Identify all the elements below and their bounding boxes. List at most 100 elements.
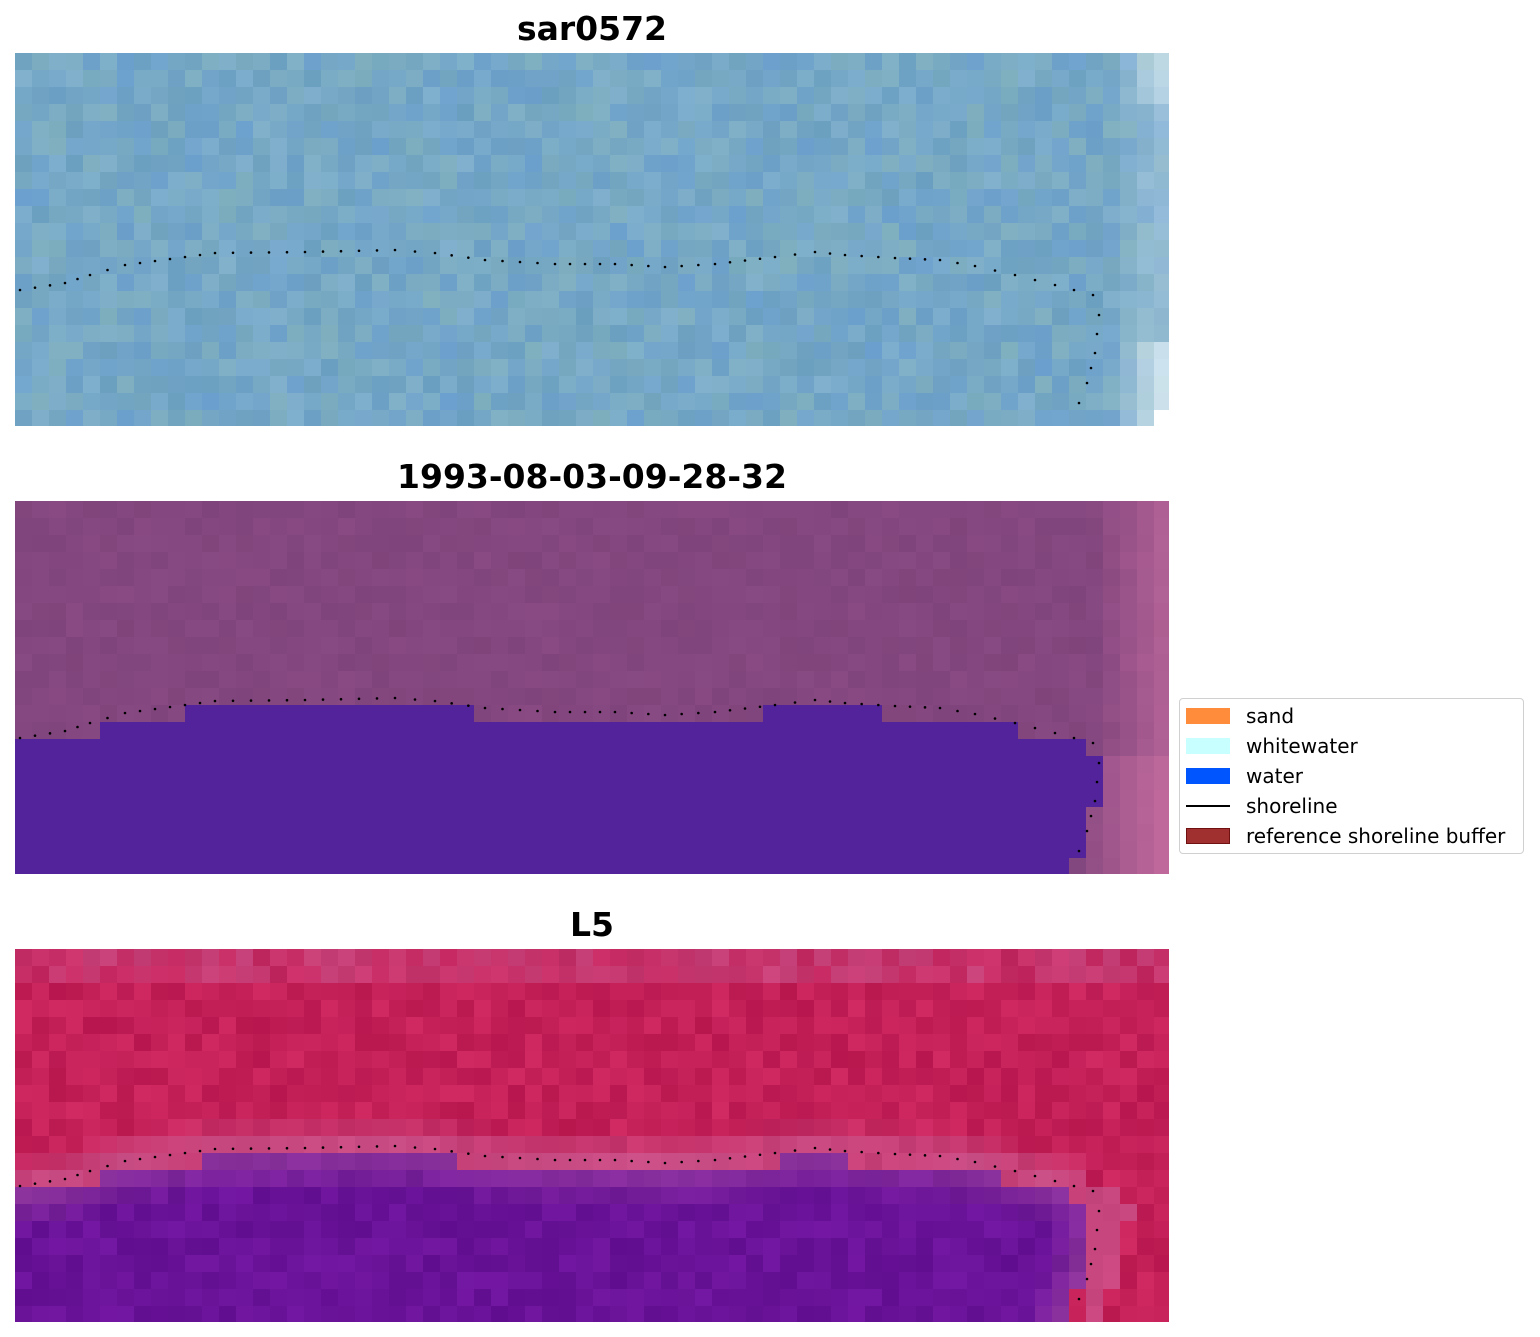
shoreline-point <box>213 251 217 255</box>
shoreline-swatch <box>1186 805 1230 807</box>
shoreline-point <box>48 732 52 735</box>
shoreline-point <box>728 1156 732 1160</box>
shoreline-point <box>1085 381 1089 385</box>
shoreline-point <box>138 709 142 713</box>
legend-item-sand: sand <box>1186 701 1294 731</box>
shoreline-point <box>1053 1179 1057 1183</box>
shoreline-point <box>758 257 762 261</box>
shoreline-point <box>375 249 379 252</box>
shoreline-dots <box>18 696 1101 853</box>
whitewater-swatch <box>1186 738 1230 754</box>
shoreline-point <box>1085 829 1089 833</box>
shoreline-point <box>828 1148 832 1151</box>
shoreline-point <box>1089 1262 1093 1266</box>
shoreline-point <box>536 261 539 265</box>
shoreline-point <box>33 1182 37 1185</box>
panel-title-3: L5 <box>570 905 614 944</box>
shoreline-point <box>153 1155 157 1159</box>
shoreline-point <box>680 712 683 716</box>
shoreline-point <box>1093 799 1097 803</box>
shoreline-point <box>743 707 747 710</box>
shoreline-point <box>518 708 522 712</box>
legend-label-sand: sand <box>1246 704 1295 728</box>
shoreline-point <box>860 254 863 258</box>
sar-image <box>15 53 1169 426</box>
shoreline-point <box>843 1149 847 1153</box>
shoreline-point <box>973 264 977 268</box>
shoreline-point <box>956 1157 959 1161</box>
shoreline-point <box>433 699 437 703</box>
shoreline-point <box>339 1145 343 1149</box>
shoreline-point <box>680 1160 683 1164</box>
shoreline-point <box>598 710 602 714</box>
shoreline-point <box>123 711 127 715</box>
shoreline-point <box>357 697 361 701</box>
shoreline-point <box>213 1147 217 1151</box>
shoreline-point <box>1091 741 1095 745</box>
shoreline-point <box>393 248 397 252</box>
shoreline-point <box>501 1155 504 1159</box>
shoreline-point <box>303 698 307 702</box>
shoreline-dots <box>18 1144 1101 1301</box>
shoreline-point <box>793 1149 797 1152</box>
shoreline-point <box>339 697 343 701</box>
shoreline-point <box>908 257 912 260</box>
shoreline-point <box>231 251 235 255</box>
shoreline-point <box>450 702 453 705</box>
shoreline-point <box>1077 849 1081 853</box>
shoreline-point <box>198 253 202 257</box>
shoreline-point <box>860 702 863 706</box>
shoreline-point <box>680 264 683 268</box>
shoreline-point <box>1089 366 1093 370</box>
shoreline-point <box>773 255 777 259</box>
sar-image-panel <box>15 53 1169 426</box>
shoreline-point <box>518 1156 522 1160</box>
shoreline-point <box>88 1169 92 1173</box>
shoreline-point <box>518 260 522 264</box>
shoreline-point <box>249 1147 253 1150</box>
shoreline-point <box>1093 351 1097 355</box>
shoreline-point <box>553 1158 557 1162</box>
shoreline-point <box>993 1165 997 1168</box>
shoreline-point <box>88 721 92 725</box>
shoreline-point <box>630 711 633 715</box>
shoreline-point <box>583 1158 587 1162</box>
shoreline-point <box>183 1151 187 1155</box>
shoreline-point <box>877 703 880 707</box>
shoreline-point <box>1072 736 1076 740</box>
shoreline-point <box>553 710 557 714</box>
shoreline-point <box>48 1180 52 1183</box>
shoreline-point <box>76 725 79 729</box>
shoreline-point <box>501 707 504 711</box>
shoreline-point <box>793 253 797 256</box>
shoreline-point <box>536 709 539 713</box>
shoreline-point <box>168 705 172 709</box>
shoreline-point <box>908 705 912 708</box>
shoreline-point <box>483 258 487 262</box>
legend: sand whitewater water shoreline referenc… <box>1179 698 1524 854</box>
shoreline-point <box>697 1159 700 1163</box>
shoreline-point <box>501 259 504 263</box>
shoreline-point <box>598 262 602 266</box>
shoreline-point <box>213 699 217 703</box>
shoreline-point <box>413 250 417 253</box>
legend-label-water: water <box>1246 764 1303 788</box>
shoreline-point <box>1013 721 1017 725</box>
shoreline-point <box>743 1155 747 1158</box>
shoreline-point <box>467 704 470 707</box>
shoreline-point <box>828 700 832 703</box>
shoreline-point <box>467 1152 470 1155</box>
shoreline-point <box>76 277 79 281</box>
shoreline-point <box>813 1146 817 1150</box>
legend-item-buffer: reference shoreline buffer <box>1186 821 1505 851</box>
shoreline-point <box>828 252 832 255</box>
shoreline-point <box>583 710 587 714</box>
shoreline-point <box>33 286 37 289</box>
shoreline-point <box>813 250 817 254</box>
buffer-swatch <box>1186 828 1230 844</box>
shoreline-point <box>267 1147 271 1150</box>
shoreline-point <box>1095 1228 1099 1232</box>
shoreline-point <box>1089 814 1093 818</box>
legend-label-buffer: reference shoreline buffer <box>1246 824 1506 848</box>
water-swatch <box>1186 768 1230 784</box>
